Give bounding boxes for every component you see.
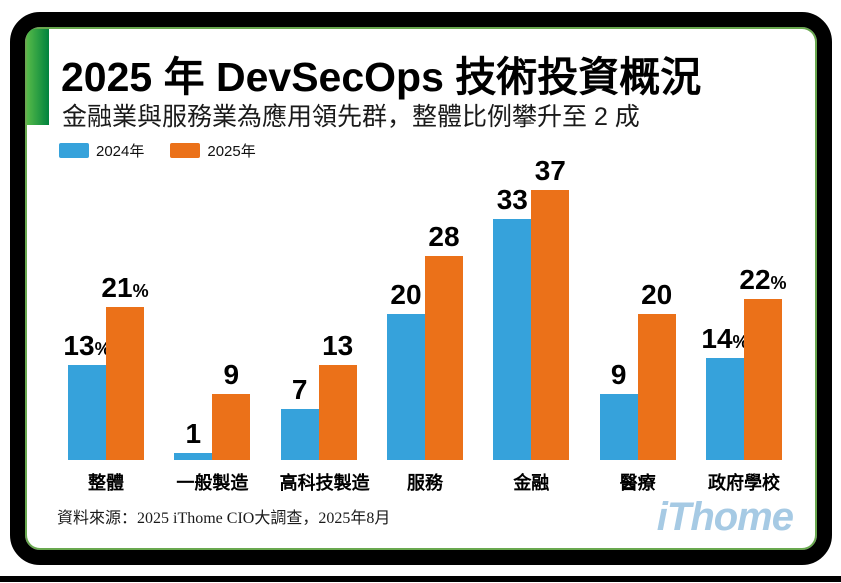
page-title: 2025 年 DevSecOps 技術投資概況 xyxy=(61,54,702,100)
bar-2024年 xyxy=(174,452,213,460)
bar-2024年 xyxy=(599,394,638,460)
bar-2024年 xyxy=(280,408,319,460)
bar-value-label: 7 xyxy=(291,373,308,405)
bar-pair: 20 28 xyxy=(386,175,464,460)
bar-slot: 7 xyxy=(280,175,319,460)
bar-2025年 xyxy=(743,299,782,460)
bar-2024年 xyxy=(68,365,106,460)
infographic-card: 2025 年 DevSecOps 技術投資概況 金融業與服務業為應用領先群，整體… xyxy=(10,12,832,565)
bar-2025年 xyxy=(318,365,357,460)
bar-value-label: 28 xyxy=(428,220,460,252)
legend-label-2025: 2025年 xyxy=(207,143,256,160)
bar-value-label: 21% xyxy=(101,271,149,303)
category-label: 一般製造 xyxy=(176,473,249,493)
category-label: 服務 xyxy=(406,473,443,493)
category-label: 金融 xyxy=(513,473,550,493)
bar-slot: 33 xyxy=(493,175,532,460)
ithome-logo: iThome xyxy=(656,495,794,539)
bar-2024年 xyxy=(493,219,532,460)
bar-value-label: 20 xyxy=(390,279,422,310)
bar-group: 7 13 高科技製造 xyxy=(279,175,370,495)
bar-slot: 37 xyxy=(531,156,570,460)
bar-slot: 9 xyxy=(212,175,251,460)
bar-value-label: 14% xyxy=(701,322,749,354)
percent-sign: % xyxy=(770,273,787,294)
bar-group: 33 37 金融 xyxy=(492,156,570,495)
bar-pair: 33 37 xyxy=(492,156,570,460)
bar-2024年 xyxy=(705,357,744,460)
bar-2025年 xyxy=(106,306,144,460)
bar-pair: 14% 22% xyxy=(701,175,787,460)
bar-value-label: 22% xyxy=(739,264,787,296)
bar-2025年 xyxy=(637,314,676,460)
legend-item-2024: 2024年 xyxy=(59,140,144,161)
legend: 2024年 2025年 xyxy=(59,140,256,161)
bar-slot: 9 xyxy=(599,175,638,460)
bar-value-label: 20 xyxy=(641,279,673,310)
bar-slot: 14% xyxy=(701,175,749,460)
bar-pair: 7 13 xyxy=(280,175,358,460)
category-label: 政府學校 xyxy=(707,473,780,493)
bar-group: 13% 21% 整體 xyxy=(63,175,149,495)
bar-value-label: 37 xyxy=(534,154,566,186)
bar-chart: 13% 21% 整體 1 9 一般製造 7 13 高科技製造 20 28 服務 33 37 金融 9 20 醫療 1… xyxy=(63,156,787,495)
legend-label-2024: 2024年 xyxy=(96,143,145,160)
bar-pair: 9 20 xyxy=(599,175,677,460)
bar-value-label: 1 xyxy=(185,417,202,449)
bar-slot: 28 xyxy=(424,175,463,460)
bar-slot: 22% xyxy=(739,175,787,460)
category-label: 高科技製造 xyxy=(279,473,370,493)
bar-slot: 13% xyxy=(63,175,111,460)
percent-sign: % xyxy=(132,280,149,301)
category-label: 醫療 xyxy=(619,473,656,493)
bar-value-label: 9 xyxy=(610,359,627,391)
page-subtitle: 金融業與服務業為應用領先群，整體比例攀升至 2 成 xyxy=(62,103,640,131)
bar-group: 1 9 一般製造 xyxy=(173,175,251,495)
bar-group: 20 28 服務 xyxy=(386,175,464,495)
bar-slot: 20 xyxy=(386,175,425,460)
bar-slot: 13 xyxy=(318,175,357,460)
legend-item-2025: 2025年 xyxy=(170,140,256,161)
source-note: 資料來源：2025 iThome CIO大調查，2025年8月 xyxy=(57,510,391,527)
bar-2025年 xyxy=(212,394,251,460)
legend-swatch-2025 xyxy=(170,143,201,158)
bar-slot: 20 xyxy=(637,175,676,460)
green-accent-bar xyxy=(27,29,49,125)
legend-swatch-2024 xyxy=(59,143,89,158)
bar-value-label: 13% xyxy=(63,330,111,362)
bar-value-label: 9 xyxy=(223,359,240,391)
bar-slot: 1 xyxy=(174,175,213,460)
bar-2024年 xyxy=(386,314,425,460)
bar-pair: 13% 21% xyxy=(63,175,149,460)
bar-slot: 21% xyxy=(101,175,149,460)
bar-value-label: 13 xyxy=(322,330,354,362)
bar-value-label: 33 xyxy=(496,184,528,216)
bottom-rule xyxy=(0,576,841,582)
bar-group: 14% 22% 政府學校 xyxy=(701,175,787,495)
bar-2025年 xyxy=(424,255,463,460)
bar-group: 9 20 醫療 xyxy=(599,175,677,495)
bar-2025年 xyxy=(531,189,570,460)
category-label: 整體 xyxy=(88,473,124,493)
